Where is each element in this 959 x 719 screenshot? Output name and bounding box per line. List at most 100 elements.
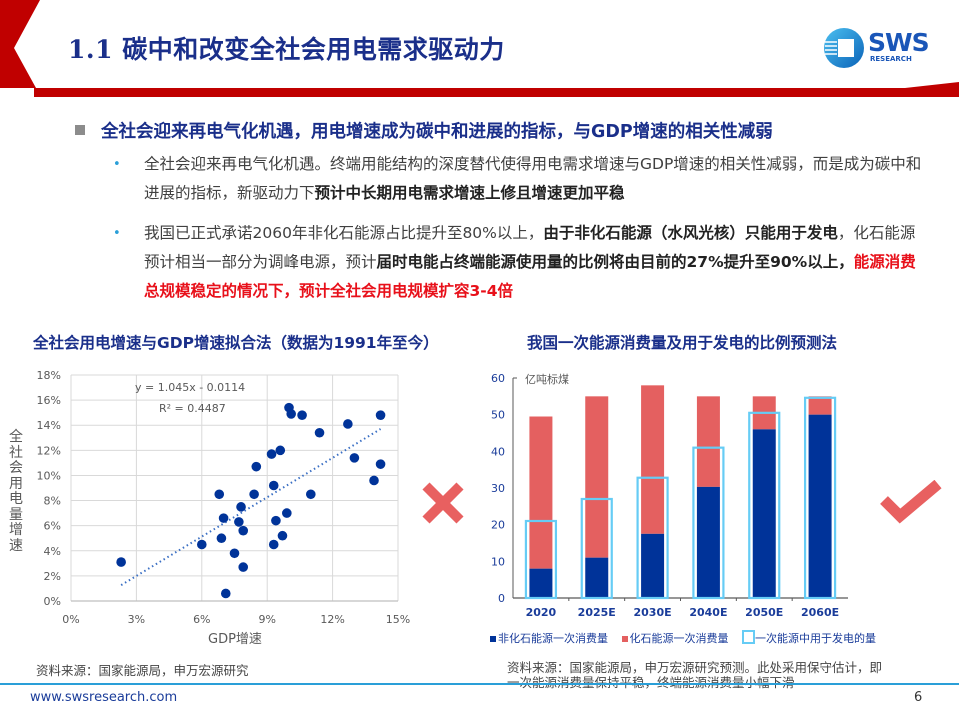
trendline-equation: y = 1.045x - 0.0114 [135, 381, 245, 394]
scatter-point [234, 517, 244, 527]
bar-non-fossil [808, 414, 832, 598]
y-tick-label: 4% [44, 545, 61, 558]
bar-generation-outline [580, 497, 613, 600]
sws-logo: SWS RESEARCH [822, 26, 942, 70]
scatter-point [275, 445, 286, 456]
legend-swatch-icon [490, 636, 496, 642]
footer-divider [0, 683, 959, 685]
left-source: 资料来源：国家能源局，申万宏源研究 [36, 663, 249, 678]
logo-text: SWS [868, 28, 930, 57]
bar-non-fossil [641, 533, 665, 598]
scatter-point [282, 508, 292, 518]
legend-swatch-icon [621, 636, 628, 642]
y-tick-label: 12% [37, 444, 61, 457]
scatter-point [216, 533, 227, 544]
scatter-point [271, 515, 281, 526]
scatter-y-label: 全社会用电量增速 [9, 429, 23, 554]
legend-item-fossil: 化石能源一次消费量 [621, 632, 729, 645]
bar-generation-outline [524, 519, 558, 600]
scatter-point [116, 557, 126, 567]
bar-chart-legend: 非化石能源一次消费量 化石能源一次消费量 一次能源中用于发电的量 [490, 630, 876, 646]
scatter-point [349, 453, 360, 463]
scatter-point [268, 480, 279, 491]
footer-website-link[interactable]: www.swsresearch.com [30, 690, 178, 705]
y-tick-label: 10 [491, 555, 505, 568]
scatter-point [218, 513, 229, 523]
y-tick-label: 0% [44, 595, 61, 608]
bar-chart: 0 10 20 30 40 50 60 亿吨标煤 2020 2025E 2030E 2040E 2050… [491, 372, 848, 619]
bar-non-fossil [696, 486, 720, 598]
x-tick-label: 9% [258, 613, 275, 626]
scatter-point [238, 562, 249, 572]
bullet-2-red-text: 能源消费总规模稳定的情况下，预计全社会用电规模扩容3-4倍 [144, 253, 916, 300]
y-tick-label: 8% [44, 495, 61, 508]
page-number: 6 [914, 690, 923, 705]
legend-item-generation: 一次能源中用于发电的量 [742, 630, 876, 645]
check-icon [880, 480, 942, 524]
bullet-item-2: • 我国已正式承诺2060年非化石能源占比提升至80%以上，由于非化石能源（水风… [113, 219, 923, 306]
y-tick-label: 18% [37, 369, 61, 382]
scatter-point [306, 489, 316, 500]
y-tick-label: 6% [44, 520, 61, 533]
left-chart-title: 全社会用电增速与GDP增速拟合法（数据为1991年至今） [33, 334, 439, 352]
legend-outline-icon [742, 630, 755, 644]
right-source: 资料来源：国家能源局，申万宏源研究预测。此处采用保守估计，即一次能源消费量保持平… [507, 660, 883, 690]
scatter-point [249, 489, 259, 500]
bullet-dot-icon: • [113, 226, 121, 241]
y-tick-label: 10% [37, 469, 61, 482]
scatter-point [369, 475, 379, 486]
x-tick-label: 15% [386, 613, 410, 626]
x-tick-label: 12% [320, 613, 344, 626]
x-tick-label: 6% [193, 613, 210, 626]
y-tick-label: 20 [491, 519, 505, 532]
right-chart-title: 我国一次能源消费量及用于发电的比例预测法 [527, 334, 838, 352]
bar-generation-outline [692, 446, 725, 600]
scatter-point [236, 502, 246, 512]
bar-fossil [808, 396, 832, 415]
x-tick-label: 2060E [801, 606, 839, 619]
header-red-chevron [0, 0, 40, 88]
trendline [120, 428, 382, 586]
page-title: 1.1 碳中和改变全社会用电需求驱动力 [68, 35, 505, 64]
header-red-bar [34, 88, 959, 97]
logo-subtext: RESEARCH [870, 55, 912, 63]
bar-fossil [585, 396, 609, 558]
bullet-2-text: 我国已正式承诺2060年非化石能源占比提升至80%以上， [144, 224, 544, 242]
scatter-point [286, 409, 296, 419]
bullet-item-1: • 全社会迎来再电气化机遇。终端用能结构的深度替代使得用电需求增速与GDP增速的… [113, 150, 923, 208]
x-tick-label: 0% [62, 613, 79, 626]
y-tick-label: 30 [491, 482, 505, 495]
y-tick-label: 16% [37, 394, 61, 407]
bar-generation-outline [803, 396, 837, 600]
bar-fossil [641, 385, 665, 534]
scatter-x-label: GDP增速 [208, 632, 262, 647]
headline: 全社会迎来再电气化机遇，用电增速成为碳中和进展的指标，与GDP增速的相关性减弱 [75, 118, 773, 143]
bar-fossil [529, 416, 553, 569]
bullet-2-bold-text-b: 届时电能占终端能源使用量的比例将由目前的27%提升至90%以上， [376, 253, 854, 271]
x-tick-label: 3% [128, 613, 145, 626]
x-tick-label: 2020 [526, 606, 557, 619]
scatter-point [343, 419, 353, 429]
scatter-point [375, 459, 386, 469]
bullet-2-text-b: ，化石能源预计相当一部分为调峰电源，预计 [144, 224, 916, 271]
scatter-point [268, 539, 279, 550]
headline-text: 全社会迎来再电气化机遇，用电增速成为碳中和进展的指标，与GDP增速的相关性减弱 [101, 122, 773, 142]
scatter-point [277, 530, 288, 541]
y-tick-label: 60 [491, 372, 505, 385]
bullet-1-bold-text: 预计中长期用电需求增速上修且增速更加平稳 [314, 184, 625, 202]
scatter-point [214, 489, 225, 500]
scatter-point [229, 548, 240, 559]
bar-generation-outline [636, 476, 669, 600]
scatter-chart: 0% 2% 4% 6% 8% 10% 12% 14% 16% 18% 0% 3% 6% 9% 12% 15% y… [37, 369, 411, 626]
y-tick-label: 50 [491, 409, 505, 422]
legend-item-non-fossil: 非化石能源一次消费量 [490, 632, 608, 645]
x-tick-label: 2050E [745, 606, 783, 619]
bullet-2-bold-text: 由于非化石能源（水风光核）只能用于发电 [543, 224, 838, 242]
bar-non-fossil [585, 557, 609, 598]
square-bullet-icon [75, 125, 85, 135]
scatter-point [375, 410, 386, 420]
scatter-point [297, 410, 307, 420]
x-tick-label: 2040E [689, 606, 727, 619]
scatter-point [220, 588, 231, 599]
bar-generation-outline [748, 411, 781, 600]
